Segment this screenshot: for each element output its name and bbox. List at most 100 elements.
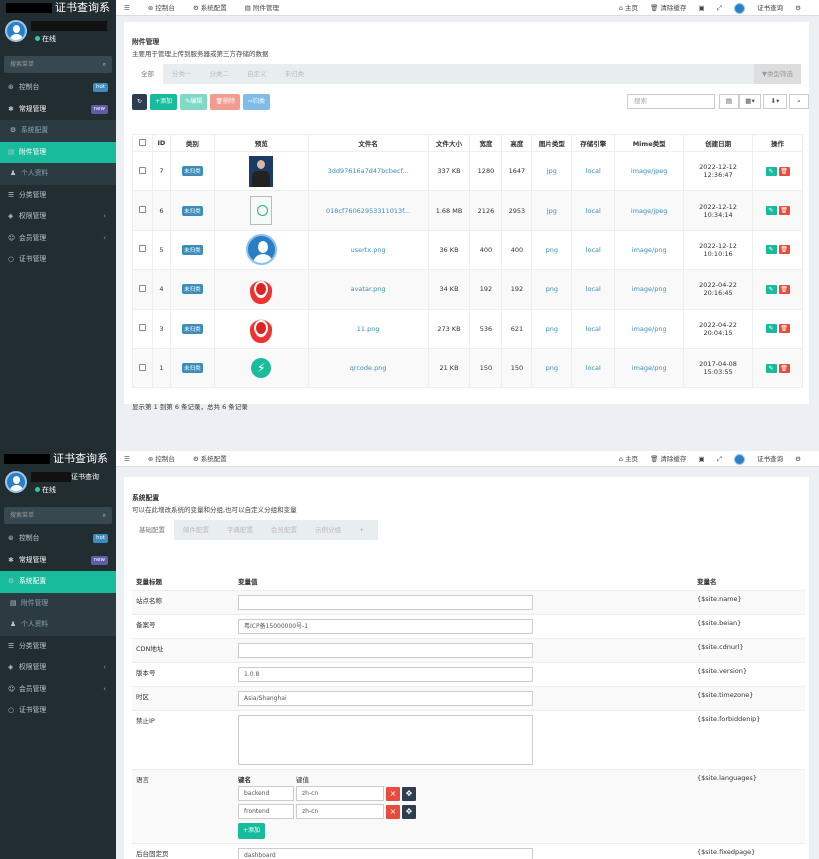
drag-lang-handle[interactable]: ✥: [402, 804, 416, 819]
tab-2[interactable]: 分类二: [209, 70, 230, 78]
search-icon[interactable]: ⌕: [102, 61, 106, 68]
add-lang-button[interactable]: +添加: [238, 823, 266, 839]
sidebar-item-8[interactable]: ○ 证书管理: [0, 249, 116, 271]
tab-2[interactable]: 字典配置: [227, 526, 253, 534]
delete-row-button[interactable]: 🗑: [778, 363, 790, 373]
mime-link[interactable]: image/jpeg: [630, 206, 668, 215]
config-input[interactable]: 1.0.8: [238, 667, 533, 682]
top-avatar[interactable]: [734, 453, 746, 465]
settings-icon[interactable]: ⚙: [795, 455, 801, 463]
checkbox[interactable]: [138, 324, 146, 332]
storage-link[interactable]: local: [585, 206, 601, 215]
type-link[interactable]: png: [545, 245, 559, 254]
sidebar-item-5[interactable]: ☰ 分类管理: [0, 636, 116, 658]
config-input[interactable]: 粤ICP备15000000号-1: [238, 619, 533, 634]
sidebar-item-7[interactable]: ☺ 会员管理 ‹: [0, 228, 116, 250]
config-input[interactable]: Asia/Shanghai: [238, 691, 533, 706]
row-select[interactable]: [132, 308, 153, 349]
tab-0[interactable]: 全部: [132, 64, 163, 84]
sidebar-item-4[interactable]: ♟ 个人资料: [0, 163, 116, 185]
delete-button[interactable]: 🗑删除: [210, 94, 240, 110]
type-link[interactable]: png: [545, 364, 559, 373]
lang-key-input[interactable]: backend: [238, 786, 294, 801]
classify-button[interactable]: ⇨归类: [243, 94, 271, 110]
top-username[interactable]: 证书查询: [757, 4, 784, 12]
settings-icon[interactable]: ⚙: [795, 4, 801, 12]
menu-toggle-icon[interactable]: ☰: [124, 4, 130, 12]
menu-search-input[interactable]: 搜索菜单 ⌕: [4, 56, 112, 73]
type-link[interactable]: png: [545, 285, 559, 294]
sidebar-item-2[interactable]: ⚙ 系统配置: [0, 120, 116, 142]
lang-value-input[interactable]: zh-cn: [296, 786, 384, 801]
preview-thumbnail[interactable]: [250, 196, 273, 226]
tab-4[interactable]: 未归类: [284, 70, 305, 78]
top-tab-2[interactable]: ▤ 附件管理: [244, 4, 279, 12]
edit-button[interactable]: ✎编辑: [180, 94, 208, 110]
storage-link[interactable]: local: [585, 324, 601, 333]
tab-5[interactable]: +: [359, 526, 365, 534]
add-button[interactable]: +添加: [150, 94, 178, 110]
top-tab-1[interactable]: ⚙ 系统配置: [192, 4, 227, 12]
checkbox[interactable]: [138, 284, 146, 292]
sidebar-item-6[interactable]: ◈ 权限管理 ‹: [0, 657, 116, 679]
common-search-icon[interactable]: ⌕: [789, 94, 809, 109]
delete-row-button[interactable]: 🗑: [778, 324, 790, 334]
config-input[interactable]: [238, 643, 533, 658]
storage-link[interactable]: local: [585, 364, 601, 373]
sidebar-item-0[interactable]: ⊛ 控制台 hot: [0, 528, 116, 550]
clear-cache-link[interactable]: 🗑 清除缓存: [650, 4, 687, 12]
sidebar-item-7[interactable]: ☺ 会员管理 ‹: [0, 679, 116, 701]
preview-thumbnail[interactable]: [248, 274, 274, 305]
row-select[interactable]: [132, 190, 153, 231]
sidebar-item-1[interactable]: ✱ 常规管理 new: [0, 550, 116, 572]
type-link[interactable]: jpg: [546, 167, 557, 176]
storage-link[interactable]: local: [585, 285, 601, 294]
sidebar-item-6[interactable]: ◈ 权限管理 ‹: [0, 206, 116, 228]
type-filter-button[interactable]: ▼类型筛选: [754, 64, 801, 84]
edit-row-button[interactable]: ✎: [765, 363, 777, 373]
checkbox[interactable]: [138, 206, 146, 214]
storage-link[interactable]: local: [585, 167, 601, 176]
remove-lang-button[interactable]: ×: [386, 786, 400, 801]
edit-row-button[interactable]: ✎: [765, 206, 777, 216]
select-all-checkbox[interactable]: [132, 134, 153, 152]
tab-1[interactable]: 邮件配置: [183, 526, 209, 534]
fullscreen-icon[interactable]: ⤢: [716, 4, 722, 12]
theme-icon[interactable]: ▣: [698, 455, 705, 463]
config-textarea[interactable]: [238, 715, 533, 765]
preview-thumbnail[interactable]: [249, 155, 274, 187]
mime-link[interactable]: image/png: [631, 245, 667, 254]
lang-value-input[interactable]: zh-cn: [296, 804, 384, 819]
tab-3[interactable]: 会员配置: [271, 526, 297, 534]
filename-link[interactable]: 3dd97616a7d47bcbecf...: [327, 167, 409, 176]
edit-row-button[interactable]: ✎: [765, 166, 777, 176]
search-icon[interactable]: ⌕: [102, 512, 106, 519]
drag-lang-handle[interactable]: ✥: [402, 786, 416, 801]
preview-thumbnail[interactable]: ⚡: [251, 358, 272, 379]
clear-cache-link[interactable]: 🗑 清除缓存: [650, 455, 687, 463]
row-select[interactable]: [132, 269, 153, 310]
row-select[interactable]: [132, 229, 153, 271]
filename-link[interactable]: qrcode.png: [349, 364, 387, 373]
top-tab-0[interactable]: ⊛ 控制台: [147, 4, 175, 12]
row-select[interactable]: [132, 347, 153, 389]
table-search-input[interactable]: 搜索: [627, 94, 715, 109]
sidebar-item-5[interactable]: ☰ 分类管理: [0, 185, 116, 207]
row-select[interactable]: [132, 150, 153, 192]
storage-link[interactable]: local: [585, 245, 601, 254]
mime-link[interactable]: image/png: [631, 324, 667, 333]
mime-link[interactable]: image/png: [631, 364, 667, 373]
sidebar-item-2[interactable]: ⚙ 系统配置: [0, 571, 116, 593]
top-tab-0[interactable]: ⊛ 控制台: [147, 455, 175, 463]
sidebar-item-1[interactable]: ✱ 常规管理 new: [0, 99, 116, 121]
filename-link[interactable]: usertx.png: [350, 245, 386, 254]
type-link[interactable]: jpg: [546, 206, 557, 215]
menu-toggle-icon[interactable]: ☰: [124, 455, 130, 463]
filename-link[interactable]: 11.png: [356, 324, 380, 333]
export-icon[interactable]: ⬇▾: [763, 94, 787, 109]
delete-row-button[interactable]: 🗑: [778, 206, 790, 216]
checkbox[interactable]: [138, 166, 146, 174]
lang-key-input[interactable]: frontend: [238, 804, 294, 819]
edit-row-button[interactable]: ✎: [765, 245, 777, 255]
checkbox[interactable]: [138, 363, 146, 371]
